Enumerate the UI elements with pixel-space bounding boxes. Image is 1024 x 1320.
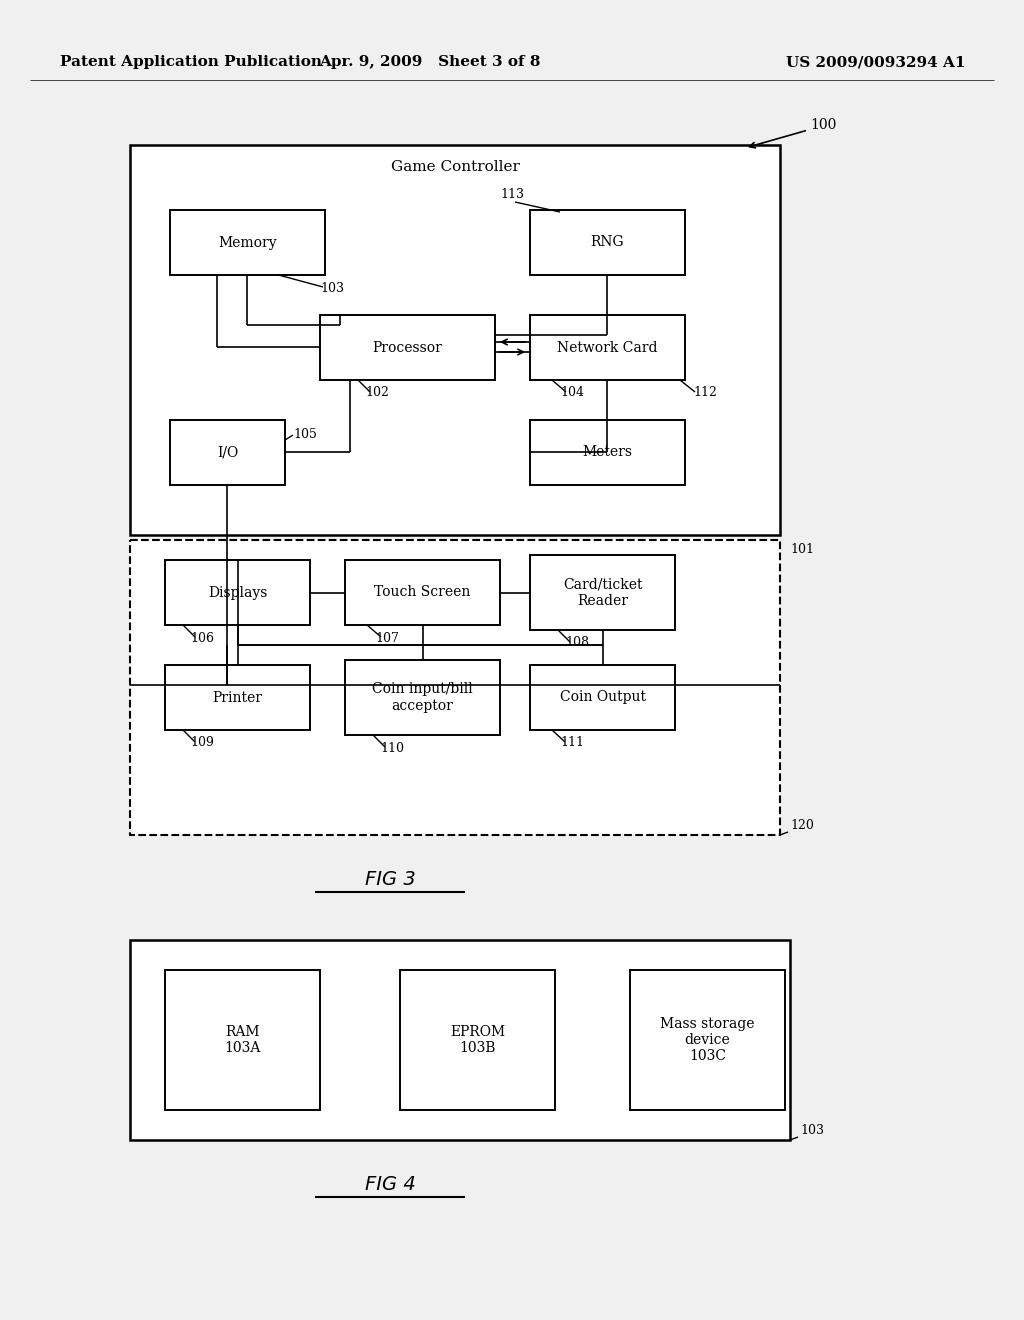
Bar	[345, 560, 500, 624]
Text: Network Card: Network Card	[557, 341, 657, 355]
Text: 103: 103	[319, 281, 344, 294]
Text: Processor: Processor	[373, 341, 442, 355]
Bar	[630, 970, 785, 1110]
Text: US 2009/0093294 A1: US 2009/0093294 A1	[785, 55, 965, 69]
Text: Touch Screen: Touch Screen	[375, 586, 471, 599]
Bar	[170, 420, 285, 484]
Text: Displays: Displays	[208, 586, 267, 599]
Text: Card/ticket
Reader: Card/ticket Reader	[563, 577, 642, 607]
Bar	[130, 540, 780, 836]
Text: 103: 103	[800, 1125, 824, 1137]
Text: 106: 106	[190, 631, 214, 644]
Text: 109: 109	[190, 737, 214, 750]
Bar	[530, 665, 675, 730]
Text: RNG: RNG	[591, 235, 625, 249]
Text: 120: 120	[790, 818, 814, 832]
Text: Apr. 9, 2009   Sheet 3 of 8: Apr. 9, 2009 Sheet 3 of 8	[319, 55, 541, 69]
Bar	[400, 970, 555, 1110]
Text: FIG 3: FIG 3	[365, 870, 416, 888]
Text: Meters: Meters	[583, 446, 633, 459]
Bar	[165, 560, 310, 624]
Bar	[345, 660, 500, 735]
Text: 102: 102	[365, 387, 389, 400]
Bar	[130, 940, 790, 1140]
Text: Coin Output: Coin Output	[559, 690, 645, 705]
Bar	[530, 315, 685, 380]
Bar	[530, 554, 675, 630]
Text: Coin input/bill
acceptor: Coin input/bill acceptor	[372, 682, 473, 713]
Text: FIG 4: FIG 4	[365, 1175, 416, 1195]
Text: 107: 107	[375, 631, 399, 644]
Bar	[165, 970, 319, 1110]
Text: 105: 105	[293, 429, 316, 441]
Text: 112: 112	[693, 387, 717, 400]
Bar	[165, 665, 310, 730]
Text: 101: 101	[790, 543, 814, 556]
Text: Printer: Printer	[213, 690, 262, 705]
Bar	[170, 210, 325, 275]
Text: 111: 111	[560, 737, 584, 750]
Text: I/O: I/O	[217, 446, 239, 459]
Text: Game Controller: Game Controller	[390, 160, 519, 174]
Text: 110: 110	[380, 742, 404, 755]
Text: Memory: Memory	[218, 235, 276, 249]
Text: RAM
103A: RAM 103A	[224, 1024, 261, 1055]
Bar	[130, 145, 780, 535]
Text: Patent Application Publication: Patent Application Publication	[60, 55, 322, 69]
Bar	[530, 420, 685, 484]
Bar	[530, 210, 685, 275]
Text: 113: 113	[500, 189, 524, 202]
Text: 100: 100	[810, 117, 837, 132]
Text: Mass storage
device
103C: Mass storage device 103C	[660, 1016, 755, 1063]
Bar	[319, 315, 495, 380]
Text: 104: 104	[560, 387, 584, 400]
Text: EPROM
103B: EPROM 103B	[450, 1024, 505, 1055]
Text: 108: 108	[565, 636, 589, 649]
